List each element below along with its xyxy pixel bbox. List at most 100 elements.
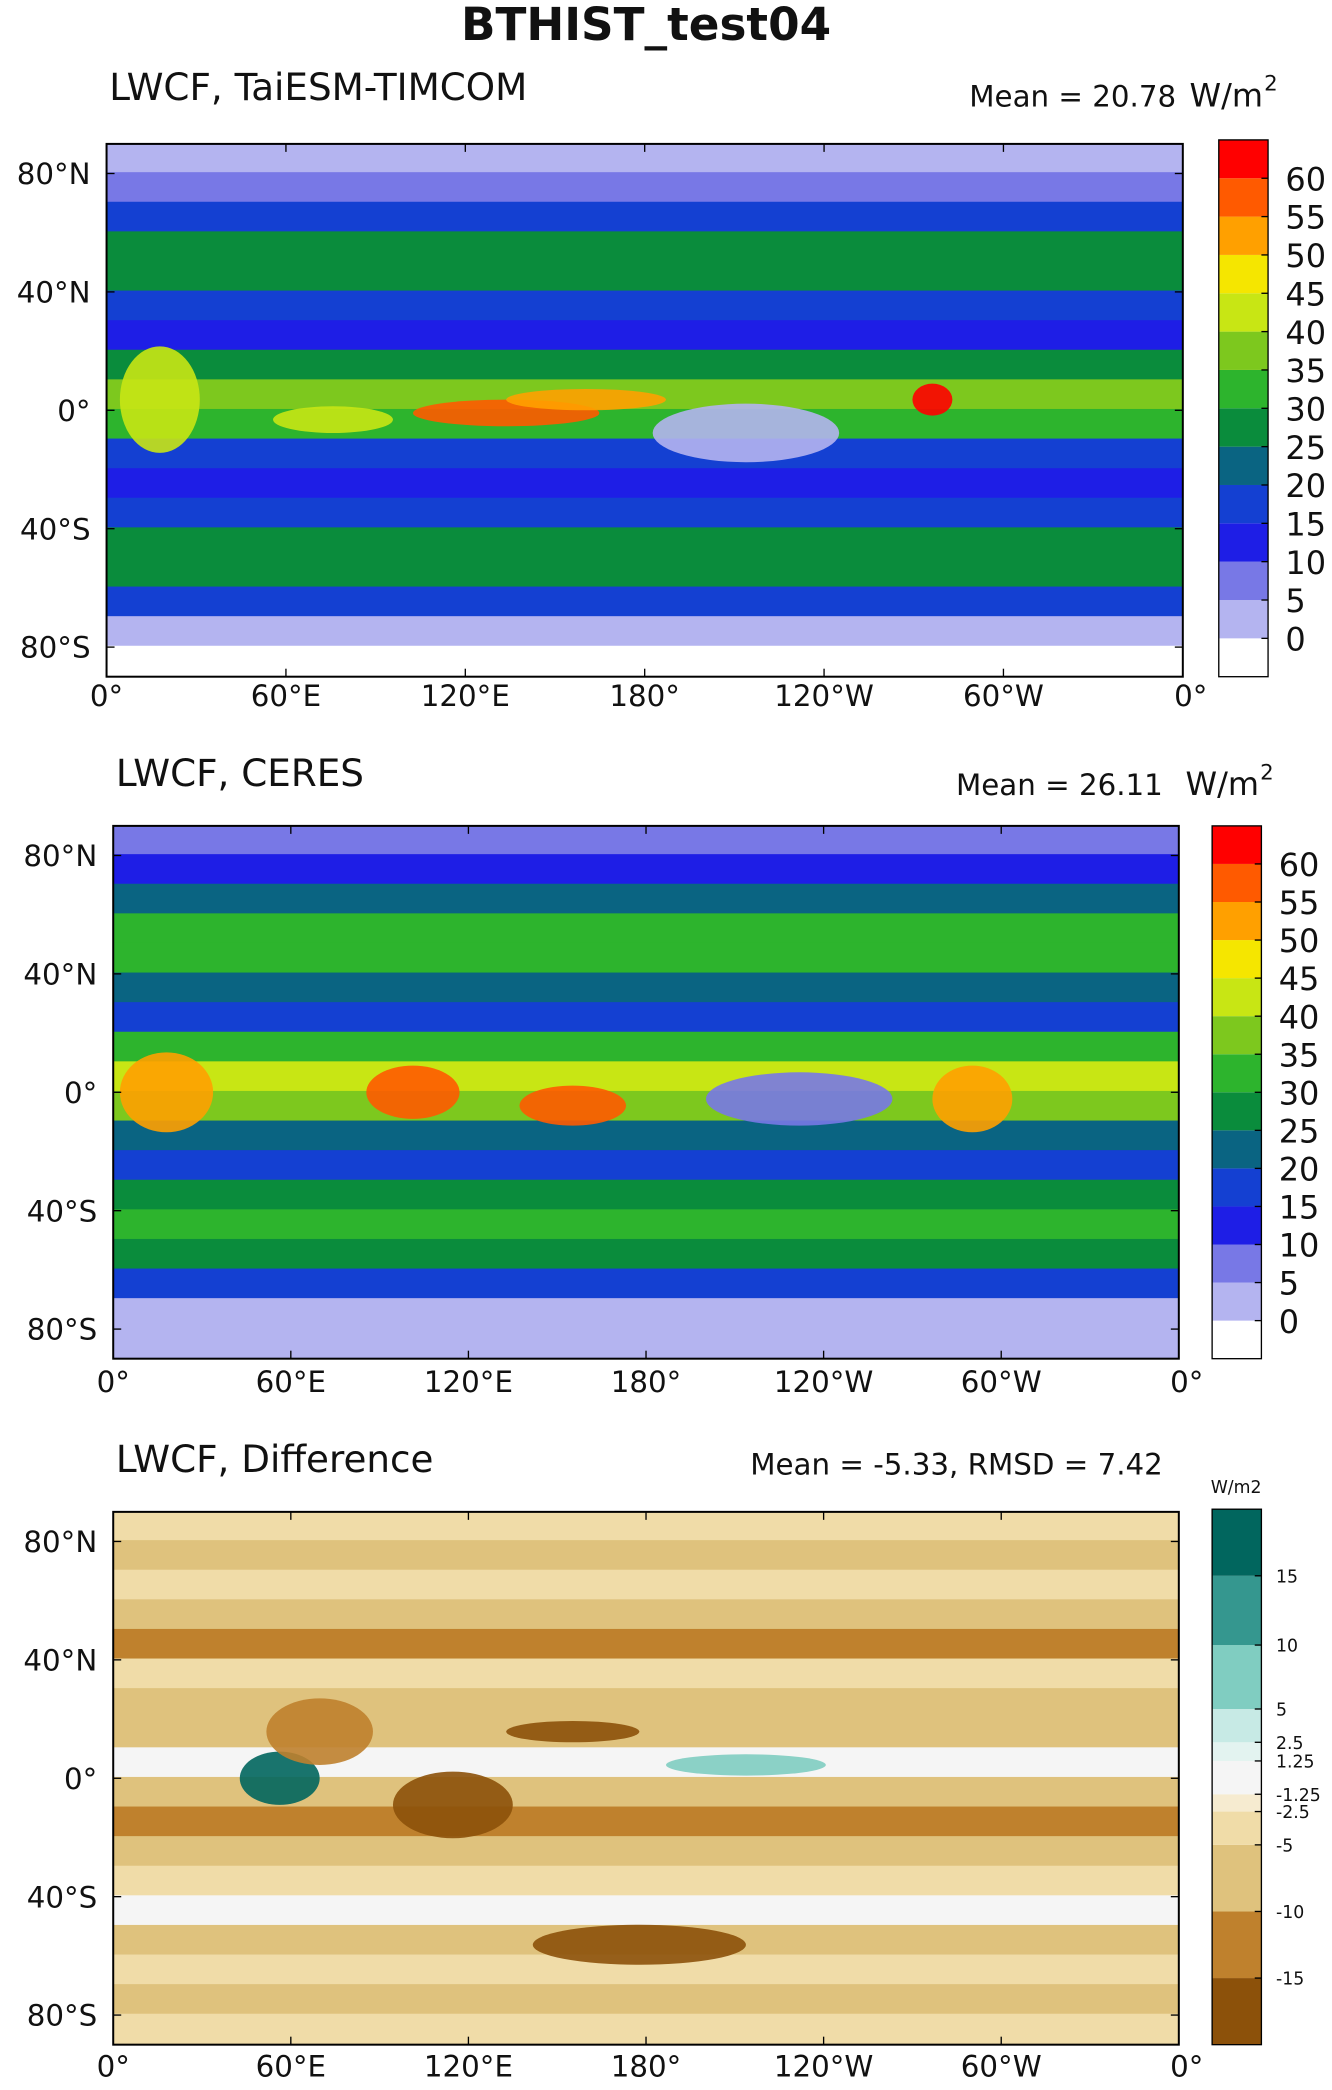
map-band (113, 1984, 1179, 2017)
lat-label: 40°S (20, 512, 91, 546)
lat-label: 80°S (20, 631, 91, 665)
unit-superscript: 2 (1264, 72, 1278, 97)
colorbar-box (1212, 1575, 1262, 1646)
lon-label: 60°W (961, 1365, 1042, 1399)
map-band (106, 556, 1183, 590)
map-feature (273, 406, 393, 433)
colorbar-label: 35 (1279, 1036, 1320, 1074)
colorbar-label: 55 (1285, 199, 1326, 237)
map-band (113, 1298, 1179, 1331)
unit-superscript: 2 (1260, 760, 1274, 785)
colorbar-box (1218, 446, 1269, 485)
colorbar-box (1212, 1320, 1262, 1359)
lon-label: 180° (611, 2050, 682, 2084)
unit: W/m (1189, 77, 1263, 115)
colorbar-box (1218, 254, 1269, 294)
map (113, 1511, 1179, 2045)
lon-label: 120°W (774, 1365, 874, 1399)
colorbar-label: -15 (1276, 1970, 1304, 1990)
colorbar-label: 40 (1279, 998, 1320, 1036)
lat-label: 0° (57, 394, 90, 428)
map-feature (912, 383, 953, 416)
map-band (106, 290, 1183, 323)
map-band (106, 231, 1183, 264)
panel-stat: Mean = 26.11 (956, 768, 1163, 802)
colorbar-label: 50 (1285, 237, 1326, 275)
colorbar-frame (1211, 1508, 1263, 2046)
colorbar-label: 15 (1276, 1567, 1298, 1587)
lon-label: 180° (609, 679, 680, 713)
map-band (106, 527, 1183, 560)
colorbar-label: 45 (1279, 960, 1320, 998)
map-band (113, 1120, 1179, 1153)
colorbar-box (1212, 1130, 1262, 1169)
map-feature (239, 1751, 320, 1805)
map-band (113, 1031, 1179, 1065)
colorbar-frame (1211, 825, 1263, 1360)
colorbar-box (1218, 369, 1269, 409)
lat-label: 40°N (23, 1644, 97, 1678)
map-feature (119, 1052, 214, 1133)
colorbar-box (1218, 523, 1269, 562)
colorbar-label: 30 (1285, 390, 1326, 428)
map-feature (532, 1924, 746, 1965)
lat-label: 80°S (27, 1999, 98, 2033)
colorbar-box (1212, 1911, 1262, 1979)
colorbar-label: -5 (1276, 1836, 1293, 1856)
map-band (113, 942, 1179, 976)
map-band (106, 497, 1183, 531)
colorbar-box (1218, 178, 1269, 217)
map-band (113, 1150, 1179, 1183)
lat-label: 40°N (17, 276, 91, 310)
panel-stat: Mean = 20.78 (969, 80, 1176, 114)
map-feature (392, 1771, 513, 1839)
unit: W/m (1185, 765, 1259, 803)
figure-title: BTHIST_test04 (461, 0, 831, 51)
map-band (106, 320, 1183, 353)
lat-label: 40°N (23, 958, 97, 992)
colorbar-label: 20 (1279, 1151, 1320, 1189)
colorbar-box (1212, 1054, 1262, 1093)
map-band (113, 1599, 1179, 1632)
colorbar-label: 25 (1279, 1112, 1320, 1150)
colorbar-label: 1.25 (1276, 1753, 1315, 1773)
map-band (113, 1836, 1179, 1869)
colorbar-label: 30 (1279, 1074, 1320, 1112)
colorbar-box (1212, 863, 1262, 902)
map-band (106, 616, 1183, 649)
lon-label: 120°E (424, 1365, 513, 1399)
map-band (106, 468, 1183, 501)
colorbar-label: 2.5 (1276, 1734, 1304, 1754)
map-band (106, 260, 1183, 294)
map-band (113, 1628, 1179, 1662)
lon-label: 120°W (774, 2050, 874, 2084)
map-band (106, 201, 1183, 235)
lat-label: 80°N (23, 1525, 97, 1559)
lat-label: 80°N (23, 839, 97, 873)
lon-label: 0° (1170, 2050, 1203, 2084)
map-band (113, 1540, 1179, 1573)
map-band (113, 972, 1179, 1005)
map-band (106, 172, 1183, 205)
map-feature (366, 1065, 460, 1119)
map-feature (506, 1720, 640, 1743)
panel-title: LWCF, Difference (116, 1437, 434, 1481)
colorbar-label: -1.25 (1276, 1786, 1321, 1806)
lon-label: 60°W (963, 679, 1044, 713)
colorbar-box (1212, 1794, 1262, 1812)
panel-title: LWCF, CERES (116, 751, 364, 795)
colorbar-label: 10 (1279, 1227, 1320, 1265)
colorbar-box (1212, 1168, 1262, 1207)
map-band (113, 1179, 1179, 1213)
colorbar-box (1212, 1760, 1262, 1795)
unit: W/m2 (1211, 1478, 1262, 1498)
map-feature (506, 388, 666, 411)
colorbar-label: 10 (1285, 544, 1326, 582)
lat-label: 0° (64, 1762, 97, 1796)
map-band (106, 408, 1183, 442)
map-band (113, 1865, 1179, 1898)
map-feature (119, 346, 200, 453)
map-band (113, 1569, 1179, 1602)
colorbar-label: 25 (1285, 429, 1326, 467)
